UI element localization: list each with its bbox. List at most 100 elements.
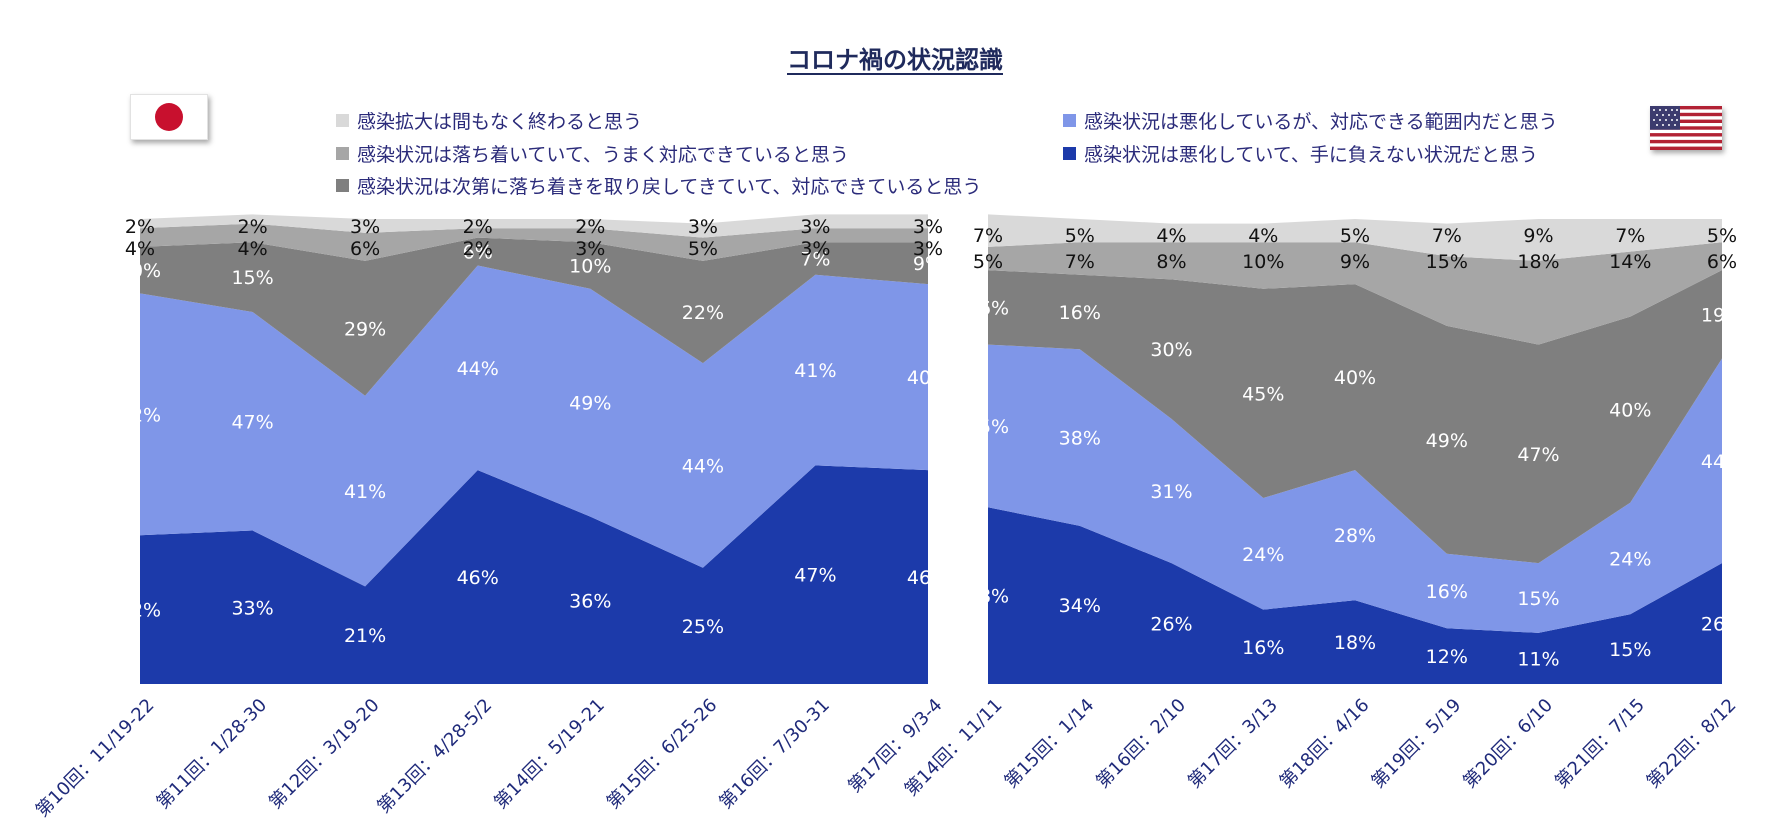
data-label: 44% [457, 358, 499, 380]
data-label: 40% [907, 367, 949, 389]
data-label: 7% [800, 249, 830, 271]
data-label: 38% [967, 586, 1009, 608]
data-label: 9% [1523, 225, 1553, 247]
data-label: 26% [1150, 614, 1192, 636]
legend-swatch [1063, 147, 1076, 160]
data-label: 3% [913, 238, 943, 260]
area-series-calm-handled [140, 223, 928, 261]
area-series-manageable [988, 344, 1722, 633]
data-label: 33% [231, 597, 273, 619]
data-label: 36% [569, 590, 611, 612]
data-label: 10% [569, 256, 611, 278]
data-label: 9% [913, 253, 943, 275]
data-label: 5% [1340, 225, 1370, 247]
data-label: 2% [238, 216, 268, 238]
data-label: 5% [1707, 225, 1737, 247]
data-label: 7% [1615, 225, 1645, 247]
data-label: 15% [1609, 639, 1651, 661]
legend-item-worsening-manageable: 感染状況は悪化しているが、対応できる範囲内だと思う [1063, 107, 1558, 134]
data-label: 16% [1426, 581, 1468, 603]
data-label: 25% [682, 616, 724, 638]
data-label: 16% [1242, 637, 1284, 659]
data-label: 4% [1248, 225, 1278, 247]
data-label: 5% [1065, 225, 1095, 247]
legend-item-worsening-unmanageable: 感染状況は悪化していて、手に負えない状況だと思う [1063, 140, 1538, 167]
data-label: 44% [682, 455, 724, 477]
data-label: 4% [1156, 225, 1186, 247]
legend-label: 感染状況は次第に落ち着きを取り戻してきていて、対応できていると思う [357, 176, 982, 198]
data-label: 3% [575, 238, 605, 260]
data-label: 31% [1150, 481, 1192, 503]
legend-swatch [336, 179, 349, 192]
chart-title: コロナ禍の状況認識 [787, 46, 1003, 74]
data-label: 29% [344, 318, 386, 340]
usa-flag-icon [1650, 106, 1722, 150]
data-label: 46% [907, 567, 949, 589]
x-tick-label: 第19回：5/19 [1368, 695, 1466, 793]
legend-item-ending-soon: 感染拡大は間もなく終わると思う [336, 107, 642, 134]
x-tick-label: 第15回：1/14 [1001, 695, 1099, 793]
data-label: 3% [800, 216, 830, 238]
data-label: 7% [1432, 225, 1462, 247]
data-label: 7% [1065, 251, 1095, 273]
data-label: 2% [125, 216, 155, 238]
data-label: 49% [1426, 430, 1468, 452]
legend-swatch [336, 147, 349, 160]
data-label: 24% [1609, 549, 1651, 571]
data-label: 5% [688, 238, 718, 260]
data-label: 41% [344, 481, 386, 503]
data-label: 47% [1517, 444, 1559, 466]
x-tick-label: 第17回：3/13 [1184, 695, 1282, 793]
data-label: 49% [569, 393, 611, 415]
data-label: 24% [1242, 544, 1284, 566]
x-tick-label: 第12回：3/19-20 [265, 695, 384, 814]
data-label: 7% [973, 225, 1003, 247]
area-series-ending-soon [140, 214, 928, 238]
data-label: 47% [231, 411, 273, 433]
data-label: 26% [1701, 614, 1743, 636]
data-label: 12% [1426, 646, 1468, 668]
area-series-manageable [140, 265, 928, 587]
x-tick-label: 第18回：4/16 [1276, 695, 1374, 793]
data-label: 8% [1156, 251, 1186, 273]
x-tick-label: 第21回：7/15 [1551, 695, 1649, 793]
data-label: 34% [1059, 595, 1101, 617]
data-label: 52% [119, 404, 161, 426]
chart-japan: 32% 33% 21% 46% 36% 25% 47% 46% 52% 47% 41% 44% 49% 4… [32, 214, 949, 821]
data-label: 16% [967, 297, 1009, 319]
x-tick-label: 第10回：11/19-22 [32, 695, 159, 822]
x-tick-label: 第20回：6/10 [1459, 695, 1557, 793]
data-label: 47% [794, 565, 836, 587]
x-tick-label: 第15回：6/25-26 [603, 695, 722, 814]
data-label: 11% [1517, 648, 1559, 670]
data-label: 10% [119, 260, 161, 282]
data-label: 5% [973, 251, 1003, 273]
data-label: 14% [1609, 251, 1651, 273]
area-series-gradually-calming [140, 237, 928, 396]
data-label: 45% [1242, 383, 1284, 405]
data-label: 18% [1334, 632, 1376, 654]
legend-label: 感染状況は悪化しているが、対応できる範囲内だと思う [1084, 111, 1558, 133]
area-series-calm-handled [988, 242, 1722, 345]
x-tick-label: 第13回：4/28-5/2 [373, 695, 496, 818]
data-label: 2% [463, 238, 493, 260]
chart-usa: 38% 34% 26% 16% 18% 12% 11% 15% 26% 35% 38% 31% 24% 2… [901, 214, 1743, 801]
data-label: 32% [119, 600, 161, 622]
x-tick-label: 第22回：8/12 [1643, 695, 1741, 793]
data-label: 41% [794, 360, 836, 382]
area-series-ending-soon [988, 214, 1722, 261]
data-label: 18% [1517, 251, 1559, 273]
data-label: 35% [967, 416, 1009, 438]
data-label: 6% [463, 242, 493, 264]
x-tick-label: 第11回：1/28-30 [153, 695, 272, 814]
legend-item-calm-handled: 感染状況は落ち着いていて、うまく対応できていると思う [336, 140, 849, 167]
area-series-gradually-calming [988, 270, 1722, 564]
data-label: 2% [463, 216, 493, 238]
data-label: 40% [1609, 400, 1651, 422]
x-tick-label: 第16回：2/10 [1092, 695, 1190, 793]
data-label: 46% [457, 567, 499, 589]
data-label: 3% [688, 216, 718, 238]
data-label: 3% [913, 216, 943, 238]
data-label: 4% [238, 238, 268, 260]
